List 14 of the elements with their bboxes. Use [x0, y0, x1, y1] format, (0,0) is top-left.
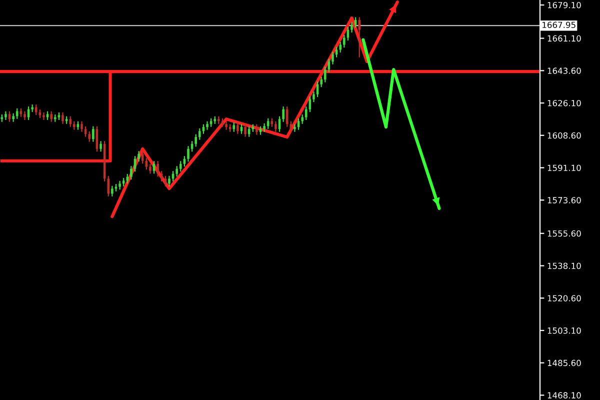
ref-line-label: 1667.95 [542, 22, 576, 28]
y-tick-label: 1503.10 [548, 327, 581, 334]
y-tick-label: 1485.60 [548, 360, 581, 366]
y-tick-label: 1573.60 [548, 197, 581, 204]
y-tick-label: 1520.60 [548, 295, 581, 302]
y-tick-label: 1679.10 [548, 2, 581, 8]
y-tick-label: 1626.10 [548, 100, 581, 106]
y-tick-label: 1591.10 [548, 164, 581, 172]
y-tick-label: 1608.60 [548, 132, 581, 139]
y-tick-label: 1661.10 [548, 35, 581, 42]
y-tick-label: 1538.10 [548, 262, 581, 270]
y-tick-label: 1468.10 [548, 392, 581, 398]
y-tick-label: 1643.60 [548, 68, 581, 74]
y-tick-label: 1555.60 [548, 230, 581, 237]
